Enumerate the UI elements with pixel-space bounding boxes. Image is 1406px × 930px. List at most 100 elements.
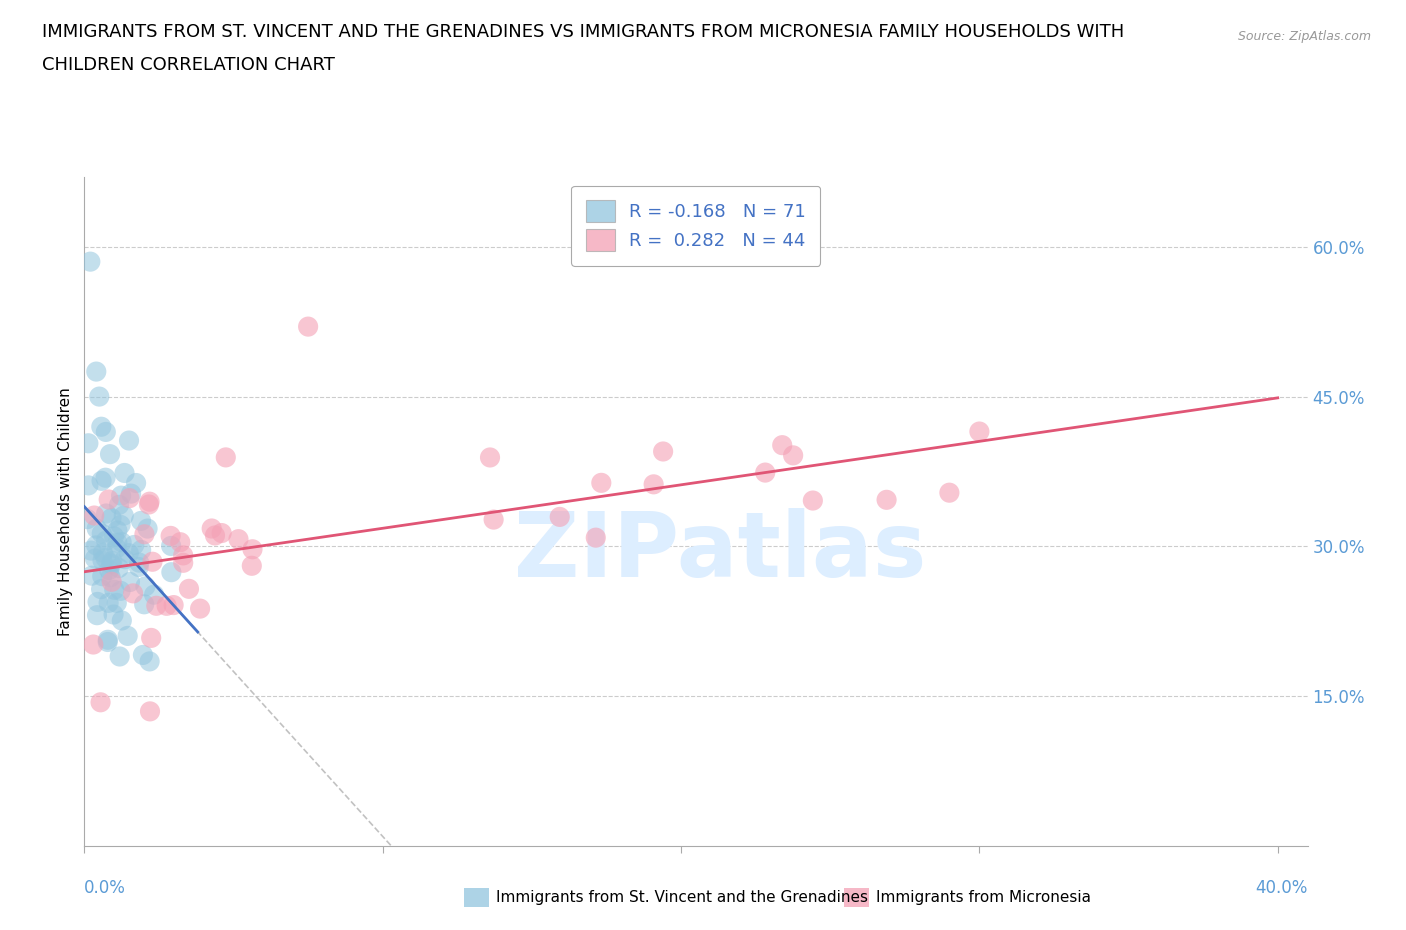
Point xyxy=(128,555,150,570)
Point xyxy=(118,491,141,506)
Point xyxy=(103,582,125,597)
Point xyxy=(100,570,122,585)
Point xyxy=(479,450,502,465)
Point xyxy=(94,424,117,439)
Point xyxy=(86,608,108,623)
Point xyxy=(110,517,132,532)
Point xyxy=(100,556,122,571)
Point xyxy=(138,494,160,509)
Text: 0.0%: 0.0% xyxy=(84,879,127,897)
Point xyxy=(111,613,134,628)
Point xyxy=(105,541,128,556)
Point xyxy=(84,538,107,552)
Point xyxy=(177,581,200,596)
Point xyxy=(138,497,160,512)
Text: Source: ZipAtlas.com: Source: ZipAtlas.com xyxy=(1237,30,1371,43)
Point xyxy=(128,560,150,575)
Text: ZIPatlas: ZIPatlas xyxy=(515,508,927,596)
Point xyxy=(90,526,112,541)
Point xyxy=(159,528,181,543)
Point xyxy=(110,488,132,503)
Point xyxy=(105,523,128,538)
Point xyxy=(134,597,156,612)
Point xyxy=(770,438,793,453)
Point xyxy=(103,529,125,544)
Point xyxy=(240,558,263,573)
Point xyxy=(108,561,131,576)
Point xyxy=(118,546,141,561)
Point xyxy=(132,647,155,662)
Point xyxy=(97,595,120,610)
Point xyxy=(141,631,163,645)
Point xyxy=(652,444,675,458)
Point xyxy=(125,475,148,490)
Point xyxy=(643,477,665,492)
Point xyxy=(84,365,107,379)
Point xyxy=(118,433,141,448)
Point xyxy=(105,595,128,610)
Point xyxy=(94,551,117,565)
Point xyxy=(124,538,146,552)
Point xyxy=(111,535,134,550)
Point xyxy=(98,563,121,578)
Point xyxy=(97,632,120,647)
Point xyxy=(80,568,103,583)
Point xyxy=(120,486,142,501)
Point xyxy=(94,533,117,548)
Point xyxy=(80,543,103,558)
Text: IMMIGRANTS FROM ST. VINCENT AND THE GRENADINES VS IMMIGRANTS FROM MICRONESIA FAM: IMMIGRANTS FROM ST. VINCENT AND THE GREN… xyxy=(42,23,1125,41)
Point xyxy=(482,512,505,527)
Point xyxy=(89,389,111,404)
Point xyxy=(94,506,117,521)
Point xyxy=(77,478,100,493)
Point xyxy=(90,473,112,488)
Point xyxy=(297,319,319,334)
Point xyxy=(201,521,224,536)
Text: 40.0%: 40.0% xyxy=(1256,879,1308,897)
Point xyxy=(134,578,156,593)
Point xyxy=(91,553,114,568)
Point xyxy=(156,598,179,613)
Y-axis label: Family Households with Children: Family Households with Children xyxy=(58,387,73,636)
Point xyxy=(215,450,238,465)
Point xyxy=(90,419,112,434)
Point xyxy=(77,436,100,451)
Point xyxy=(117,629,139,644)
Point xyxy=(103,607,125,622)
Point xyxy=(101,553,124,568)
Point xyxy=(136,521,159,536)
Point xyxy=(91,545,114,560)
Point xyxy=(204,528,226,543)
Point xyxy=(160,538,183,553)
Point xyxy=(86,521,108,536)
Point xyxy=(591,475,613,490)
Point xyxy=(90,582,112,597)
Text: Immigrants from St. Vincent and the Grenadines: Immigrants from St. Vincent and the Gren… xyxy=(496,890,869,905)
Point xyxy=(100,511,122,525)
Point xyxy=(172,555,194,570)
Point xyxy=(141,554,163,569)
Point xyxy=(76,512,98,526)
Point xyxy=(782,448,804,463)
Point xyxy=(114,551,136,566)
Point xyxy=(143,587,166,602)
Point xyxy=(97,634,120,649)
Text: Immigrants from Micronesia: Immigrants from Micronesia xyxy=(876,890,1091,905)
Point xyxy=(169,535,191,550)
Point xyxy=(82,637,104,652)
Point xyxy=(139,704,162,719)
Point xyxy=(97,492,120,507)
Text: CHILDREN CORRELATION CHART: CHILDREN CORRELATION CHART xyxy=(42,56,335,73)
Point xyxy=(100,575,122,590)
Point xyxy=(110,583,132,598)
Point xyxy=(134,526,156,541)
Point xyxy=(228,532,250,547)
Point xyxy=(129,542,152,557)
Point xyxy=(938,485,960,500)
Point xyxy=(107,536,129,551)
Point xyxy=(98,446,121,461)
Point xyxy=(86,594,108,609)
Point xyxy=(108,498,131,512)
Point xyxy=(969,424,991,439)
Point xyxy=(172,548,194,563)
